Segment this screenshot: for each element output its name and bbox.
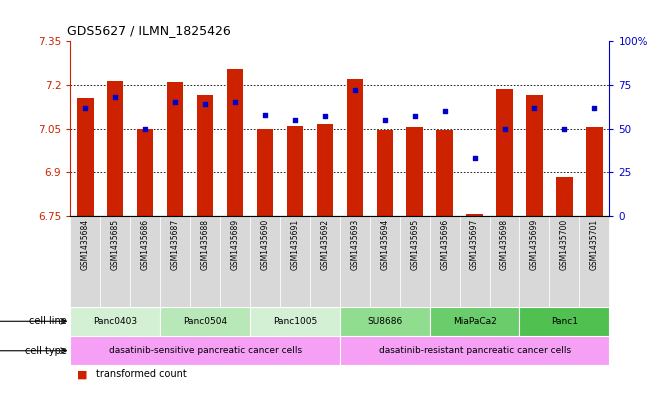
Bar <box>77 98 94 216</box>
Bar <box>160 307 250 336</box>
Text: GSM1435688: GSM1435688 <box>201 219 210 270</box>
Bar <box>549 216 579 307</box>
Bar <box>430 216 460 307</box>
Bar <box>100 216 130 307</box>
Bar <box>490 216 519 307</box>
Point <box>559 126 570 132</box>
Text: GSM1435693: GSM1435693 <box>350 219 359 270</box>
Point <box>439 108 450 114</box>
Bar <box>220 216 250 307</box>
Text: dasatinib-resistant pancreatic cancer cells: dasatinib-resistant pancreatic cancer ce… <box>378 346 571 355</box>
Text: dasatinib-sensitive pancreatic cancer cells: dasatinib-sensitive pancreatic cancer ce… <box>109 346 301 355</box>
Bar <box>250 216 280 307</box>
Bar <box>130 216 160 307</box>
Point <box>320 113 330 119</box>
Text: GSM1435698: GSM1435698 <box>500 219 509 270</box>
Text: transformed count: transformed count <box>96 369 187 379</box>
Bar <box>346 79 363 216</box>
Point <box>170 99 180 106</box>
Bar <box>160 216 190 307</box>
Point <box>529 105 540 111</box>
Text: cell type: cell type <box>25 346 67 356</box>
Bar <box>280 216 310 307</box>
Point <box>380 117 390 123</box>
Text: GSM1435692: GSM1435692 <box>320 219 329 270</box>
Text: GSM1435695: GSM1435695 <box>410 219 419 270</box>
Bar <box>107 81 124 216</box>
Point <box>230 99 240 106</box>
Bar <box>70 216 100 307</box>
Text: GSM1435687: GSM1435687 <box>171 219 180 270</box>
Bar <box>466 214 483 216</box>
Text: ■: ■ <box>77 369 87 379</box>
Text: Panc1: Panc1 <box>551 317 578 326</box>
Bar <box>227 69 243 216</box>
Bar <box>406 127 423 216</box>
Point <box>409 113 420 119</box>
Bar <box>316 124 333 216</box>
Bar <box>340 336 609 365</box>
Point <box>140 126 150 132</box>
Point <box>350 87 360 94</box>
Point <box>110 94 120 100</box>
Bar <box>376 130 393 216</box>
Bar <box>190 216 220 307</box>
Bar <box>340 307 430 336</box>
Text: GSM1435689: GSM1435689 <box>230 219 240 270</box>
Text: GSM1435696: GSM1435696 <box>440 219 449 270</box>
Point <box>290 117 300 123</box>
Bar <box>436 130 453 216</box>
Text: GSM1435691: GSM1435691 <box>290 219 299 270</box>
Text: GSM1435694: GSM1435694 <box>380 219 389 270</box>
Point <box>589 105 600 111</box>
Bar <box>70 336 340 365</box>
Bar <box>286 126 303 216</box>
Text: Panc1005: Panc1005 <box>273 317 317 326</box>
Bar <box>400 216 430 307</box>
Text: GSM1435690: GSM1435690 <box>260 219 270 270</box>
Text: GSM1435700: GSM1435700 <box>560 219 569 270</box>
Point <box>200 101 210 107</box>
Text: Panc0504: Panc0504 <box>183 317 227 326</box>
Bar <box>256 129 273 216</box>
Bar <box>579 216 609 307</box>
Text: SU8686: SU8686 <box>367 317 402 326</box>
Bar <box>586 127 603 216</box>
Text: GSM1435686: GSM1435686 <box>141 219 150 270</box>
Bar <box>526 95 543 216</box>
Bar <box>197 95 214 216</box>
Bar <box>250 307 340 336</box>
Text: GSM1435701: GSM1435701 <box>590 219 599 270</box>
Text: GDS5627 / ILMN_1825426: GDS5627 / ILMN_1825426 <box>67 24 231 37</box>
Text: cell line: cell line <box>29 316 67 326</box>
Point <box>260 112 270 118</box>
Bar <box>370 216 400 307</box>
Bar <box>496 89 513 216</box>
Text: GSM1435699: GSM1435699 <box>530 219 539 270</box>
Bar <box>70 307 160 336</box>
Text: Panc0403: Panc0403 <box>93 317 137 326</box>
Text: GSM1435697: GSM1435697 <box>470 219 479 270</box>
Bar <box>310 216 340 307</box>
Bar <box>137 129 154 216</box>
Point <box>80 105 90 111</box>
Bar <box>460 216 490 307</box>
Bar <box>556 177 573 216</box>
Bar <box>519 307 609 336</box>
Text: GSM1435684: GSM1435684 <box>81 219 90 270</box>
Point <box>499 126 510 132</box>
Point <box>469 155 480 162</box>
Bar <box>430 307 519 336</box>
Bar <box>167 82 184 216</box>
Bar <box>519 216 549 307</box>
Text: GSM1435685: GSM1435685 <box>111 219 120 270</box>
Bar <box>340 216 370 307</box>
Text: MiaPaCa2: MiaPaCa2 <box>452 317 497 326</box>
